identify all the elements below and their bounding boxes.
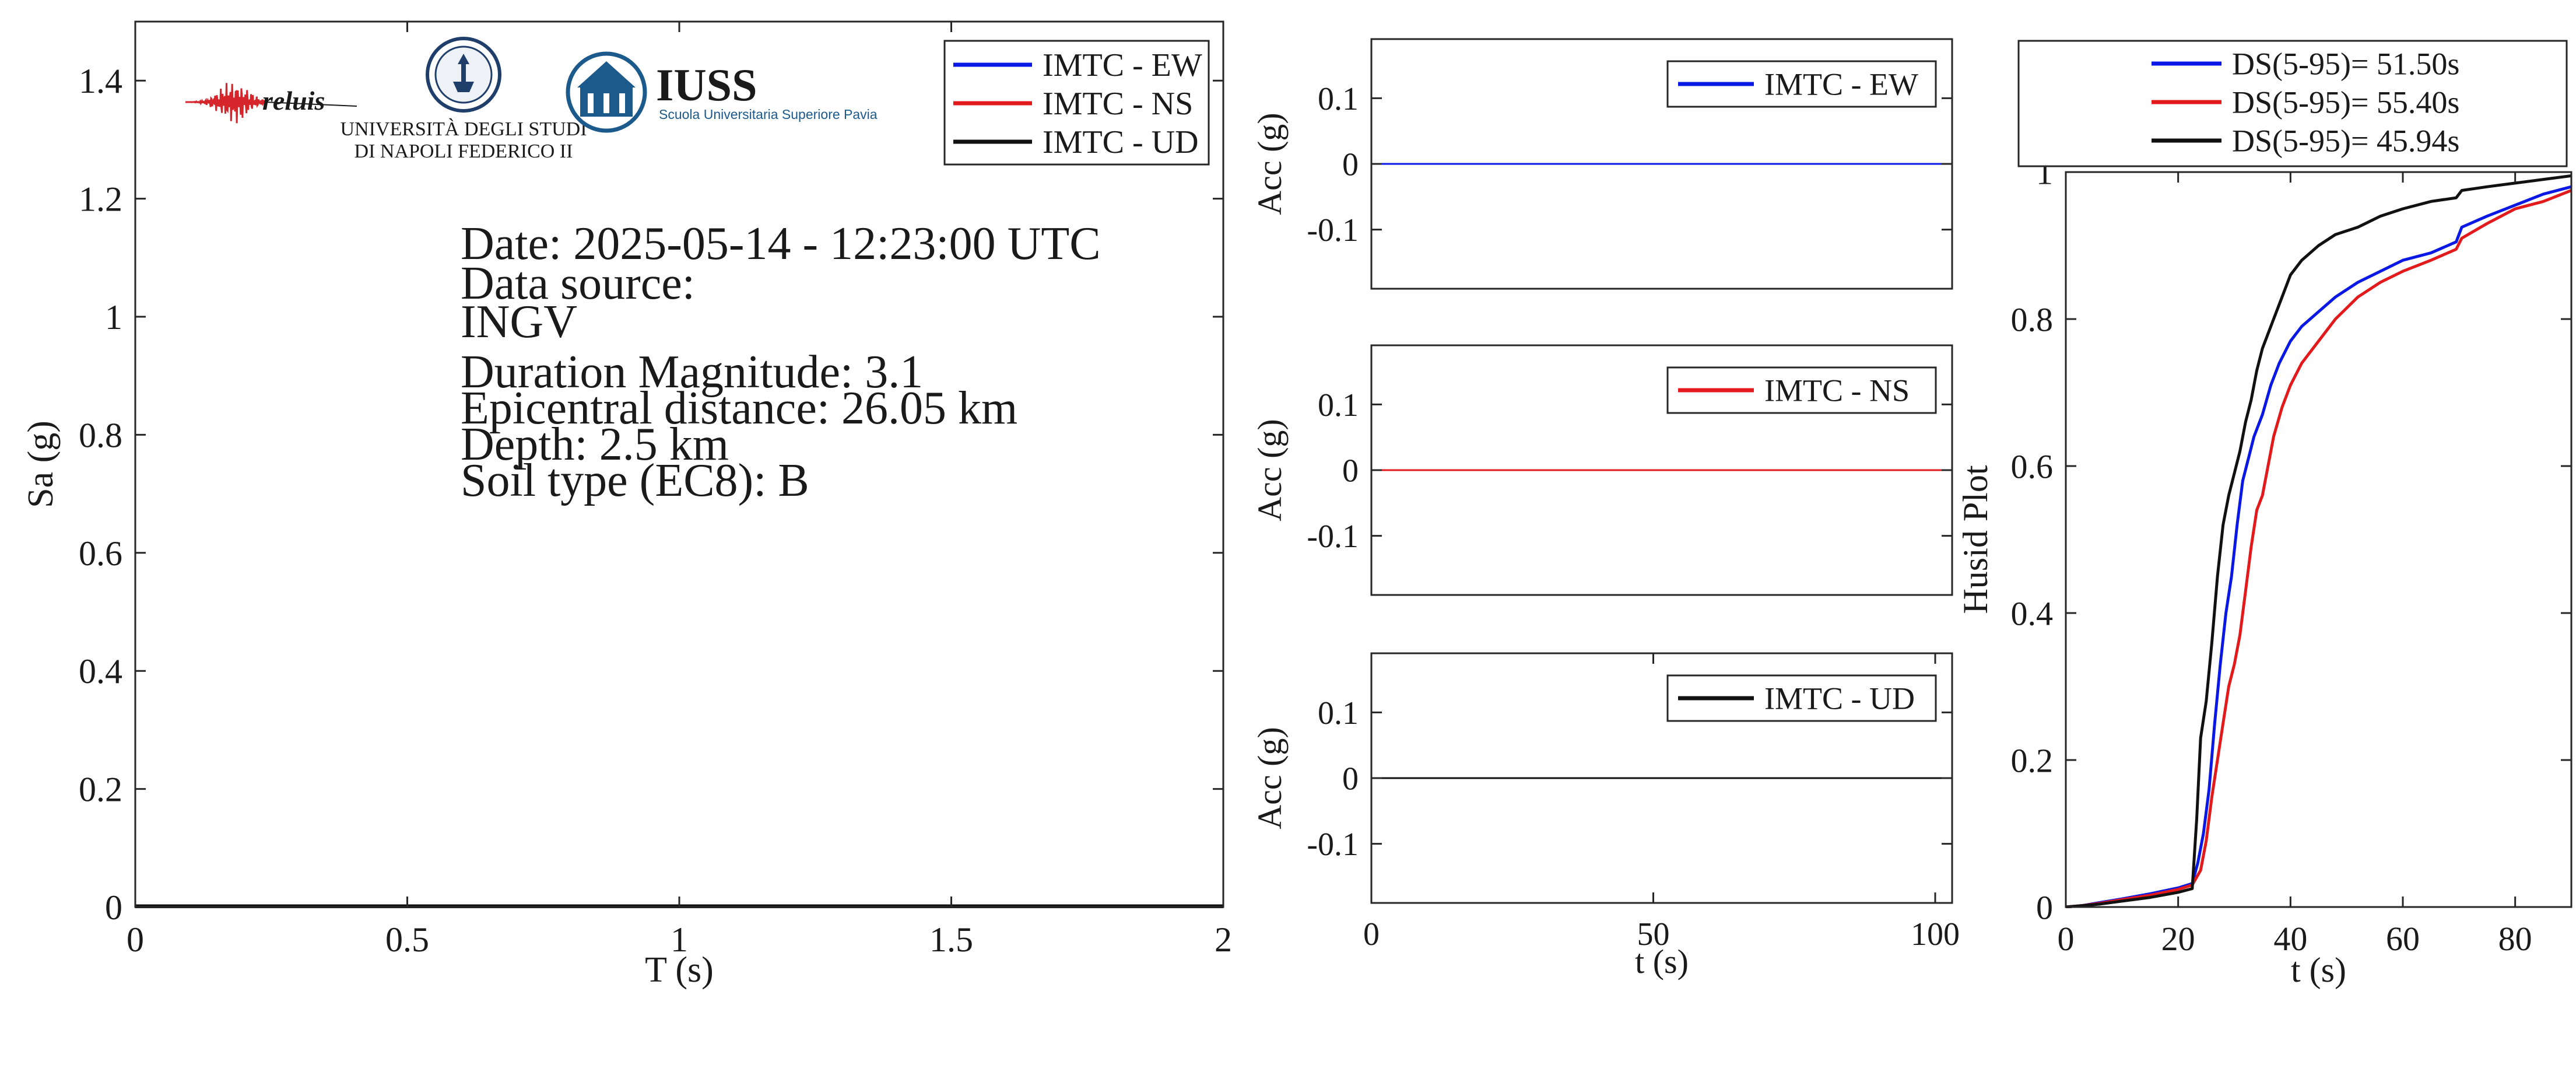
- iuss-seal-column: [588, 93, 594, 113]
- husid-ytick-label: 0.2: [2011, 741, 2054, 779]
- spectrum-ytick-label: 0.6: [79, 534, 122, 573]
- spectrum-ytick-label: 0.2: [79, 771, 122, 809]
- spectrum-ytick-label: 0.4: [79, 652, 122, 691]
- spectrum-ytick-label: 1.4: [79, 62, 122, 100]
- iuss-logo-subtitle: Scuola Universitaria Superiore Pavia: [659, 107, 878, 122]
- husid-legend-box: [2017, 40, 2568, 167]
- husid-xtick-label: 0: [2058, 920, 2075, 958]
- husid-legend-entry: DS(5-95)= 51.50s: [2232, 46, 2459, 81]
- husid-series-group: [2066, 174, 2571, 908]
- husid-xtick-label: 40: [2273, 920, 2307, 958]
- spectrum-xtick-label: 1: [671, 920, 688, 959]
- unina-logo: UNIVERSITÀ DEGLI STUDI DI NAPOLI FEDERIC…: [340, 37, 587, 162]
- husid-xtick-label: 60: [2386, 920, 2420, 958]
- spectrum-xtick-label: 0.5: [385, 920, 429, 959]
- spectrum-x-axis-label: T (s): [645, 950, 714, 990]
- acc_ew-ytick-label: -0.1: [1307, 212, 1359, 248]
- iuss-seal-column: [619, 93, 625, 113]
- event-depth: Depth: 2.5 km: [461, 419, 729, 470]
- spectrum-ytick-label: 0.8: [79, 416, 122, 454]
- acc_ns-ytick-label: 0: [1342, 453, 1359, 489]
- spectrum-ytick-label: 1.2: [79, 180, 122, 219]
- spectrum-xtick-label: 1.5: [929, 920, 973, 959]
- spectrum-ytick-label: 0: [105, 888, 122, 927]
- unina-logo-line2: DI NAPOLI FEDERICO II: [355, 141, 573, 162]
- reluis-logo: reluis: [185, 83, 357, 124]
- husid-series-line-2: [2066, 174, 2571, 908]
- acc_ud-y-axis-label: Acc (g): [1251, 727, 1289, 829]
- acc_ns-ytick-label: 0.1: [1318, 387, 1359, 423]
- iuss-logo: IUSS Scuola Universitaria Superiore Pavi…: [566, 51, 878, 133]
- spectrum-xtick-label: 0: [127, 920, 144, 959]
- event-info: Date: 2025-05-14 - 12:23:00 UTC Data sou…: [461, 218, 1101, 506]
- reluis-wave-line: [185, 83, 266, 124]
- unina-logo-line1: UNIVERSITÀ DEGLI STUDI: [340, 118, 587, 140]
- acc-ud-panel: -0.1 0 0.1 0 50 100 t (s) Acc (g) IMTC - UD: [1251, 652, 1960, 981]
- acc_ud-xtick-label: 50: [1637, 916, 1669, 953]
- husid-ytick-label: 0.6: [2011, 447, 2054, 485]
- husid-ytick-label: 0: [2036, 888, 2053, 926]
- spectrum-plot-area: 0 0.2 0.4 0.6 0.8 1 1.2 1.4 0 0.5 1 1.5 2 T (s) Sa (g)…: [21, 20, 1232, 990]
- data-source: INGV: [461, 296, 577, 348]
- iuss-seal-roof: [577, 61, 636, 87]
- husid-axes-box: [2065, 171, 2573, 908]
- acc_ud-xtick-label: 0: [1363, 916, 1380, 953]
- husid-ytick-label: 0.4: [2011, 594, 2054, 632]
- husid-ytick-label: 0.8: [2011, 300, 2054, 338]
- acc_ud-x-axis-label: t (s): [1635, 943, 1689, 981]
- soil-type: Soil type (EC8): B: [461, 455, 809, 506]
- acc-ew-panel: -0.1 0 0.1 Acc (g) IMTC - EW: [1251, 38, 1953, 290]
- acc_ud-ytick-label: -0.1: [1307, 827, 1359, 863]
- spectrum-legend-entry: IMTC - UD: [1043, 124, 1199, 160]
- spectrum-ytick-label: 1: [105, 298, 122, 337]
- acc_ud-xtick-label: 100: [1911, 916, 1960, 953]
- husid-series-line-1: [2066, 189, 2571, 908]
- unina-seal-figure: [453, 54, 474, 92]
- spectrum-legend-entry: IMTC - NS: [1043, 86, 1193, 122]
- spectrum-y-axis-label: Sa (g): [21, 421, 61, 508]
- reluis-logo-text: reluis: [262, 86, 325, 115]
- event-date: Date: 2025-05-14 - 12:23:00 UTC: [461, 218, 1101, 269]
- husid-y-axis-label: Husid Plot: [1956, 465, 1995, 614]
- spectrum-panel: 0 0.2 0.4 0.6 0.8 1 1.2 1.4 0 0.5 1 1.5 2 T (s) Sa (g)…: [21, 20, 1232, 990]
- acc_ew-legend-entry: IMTC - EW: [1764, 66, 1918, 101]
- acc_ud-ytick-label: 0.1: [1318, 695, 1359, 731]
- acc_ns-y-axis-label: Acc (g): [1251, 419, 1289, 521]
- acc_ud-ytick-label: 0: [1342, 761, 1359, 797]
- acc_ew-ytick-label: 0.1: [1318, 81, 1359, 117]
- acc_ud-legend-entry: IMTC - UD: [1764, 681, 1915, 716]
- reluis-underline: [265, 101, 357, 107]
- husid-xtick-label: 80: [2498, 920, 2532, 958]
- husid-legend-entry: DS(5-95)= 45.94s: [2232, 123, 2459, 158]
- iuss-seal-column: [603, 93, 609, 113]
- epicentral-distance: Epicentral distance: 26.05 km: [461, 383, 1017, 434]
- spectrum-xtick-label: 2: [1215, 920, 1232, 959]
- husid-panel: 00.20.40.60.810 20 40 60 80t (s)Husid PlotDS…: [1956, 40, 2573, 989]
- husid-legend-entry: DS(5-95)= 55.40s: [2232, 85, 2459, 120]
- spectrum-legend-entry: IMTC - EW: [1043, 47, 1202, 83]
- reluis-waveform: [185, 83, 357, 124]
- husid-x-axis-label: t (s): [2291, 951, 2346, 989]
- data-source-label: Data source:: [461, 258, 695, 309]
- acc_ns-ytick-label: -0.1: [1307, 519, 1359, 555]
- acc-ns-panel: -0.1 0 0.1 Acc (g) IMTC - NS: [1251, 344, 1953, 596]
- acc_ns-legend-entry: IMTC - NS: [1764, 373, 1910, 408]
- duration-magnitude: Duration Magnitude: 3.1: [461, 346, 923, 398]
- husid-xtick-label: 20: [2161, 920, 2195, 958]
- acc_ew-y-axis-label: Acc (g): [1251, 113, 1289, 215]
- acc_ew-ytick-label: 0: [1342, 147, 1359, 183]
- iuss-logo-title: IUSS: [656, 59, 757, 110]
